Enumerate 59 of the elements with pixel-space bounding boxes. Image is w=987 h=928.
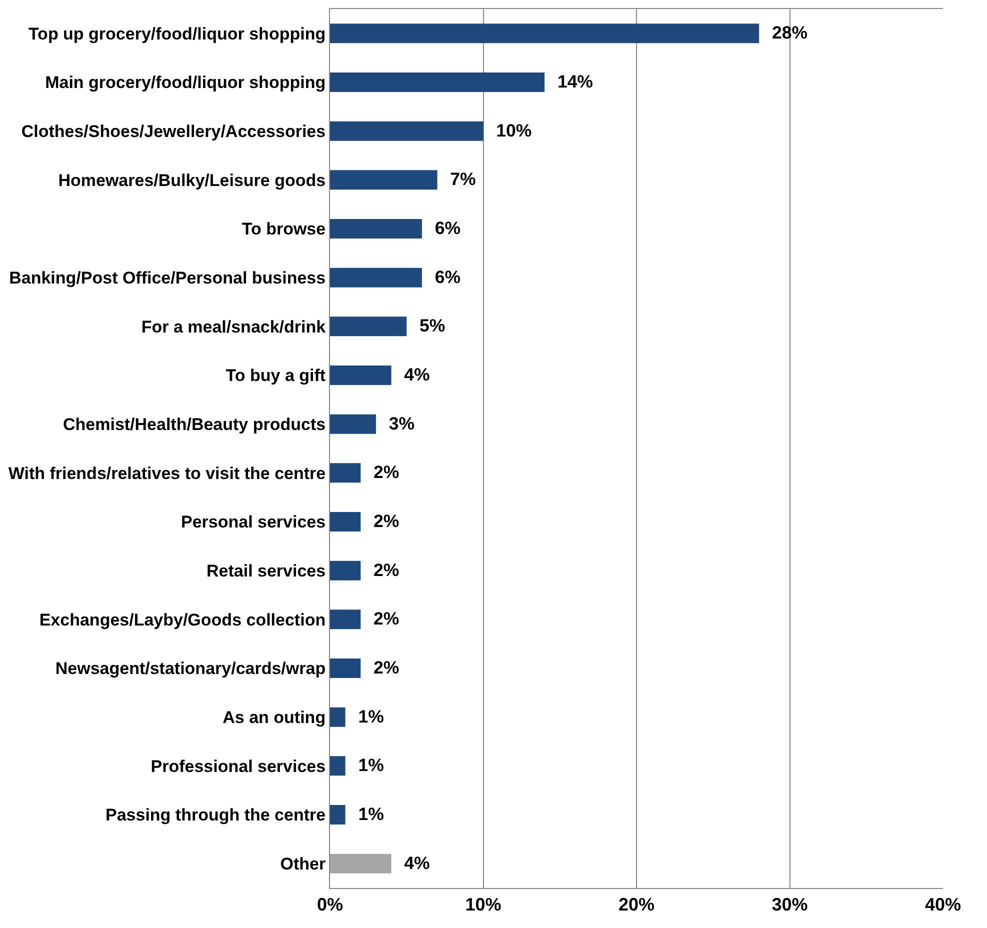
bar [330, 316, 407, 336]
x-tick-label: 0% [316, 894, 344, 915]
bar [330, 24, 760, 44]
data-label: 4% [394, 364, 430, 385]
data-label: 1% [348, 804, 384, 824]
y-tick-label: Exchanges/Layby/Goods collection [39, 610, 326, 630]
bar [330, 804, 346, 825]
y-tick-label: As an outing [222, 708, 326, 728]
bar [330, 610, 361, 630]
data-label: 1% [348, 755, 384, 776]
data-label: 4% [394, 852, 430, 873]
bar [330, 268, 422, 288]
data-label: 7% [440, 169, 476, 190]
data-label: 2% [364, 511, 400, 532]
bar [330, 72, 545, 92]
data-label: 2% [364, 608, 400, 629]
x-tick-label: 20% [618, 894, 655, 915]
y-tick-label: Passing through the centre [106, 806, 326, 825]
y-tick-label: Homewares/Bulky/Leisure goods [58, 170, 326, 190]
data-label: 2% [364, 462, 400, 482]
data-label: 3% [378, 413, 415, 434]
bar [330, 365, 392, 386]
y-tick-label: Main grocery/food/liquor shopping [45, 73, 326, 92]
x-tick-label: 30% [772, 894, 808, 915]
y-tick-label: To browse [242, 220, 326, 239]
data-label: 6% [424, 218, 461, 238]
data-label: 6% [424, 266, 461, 287]
y-tick-label: Newsagent/stationary/cards/wrap [55, 659, 326, 678]
y-tick-label: To buy a gift [226, 366, 326, 386]
bar [330, 121, 484, 141]
y-tick-label: Professional services [150, 756, 326, 776]
data-label: 5% [410, 316, 446, 336]
y-tick-label: Chemist/Health/Beauty products [62, 415, 326, 434]
bar [330, 512, 361, 532]
x-tick-label: 10% [465, 894, 502, 915]
y-tick-label: Banking/Post Office/Personal business [9, 268, 326, 288]
data-label: 1% [348, 706, 384, 726]
data-label: 14% [548, 72, 594, 92]
data-label: 10% [486, 120, 532, 140]
bar [330, 658, 361, 678]
bar [330, 854, 392, 874]
bar [330, 756, 346, 776]
bar [330, 170, 438, 190]
bar [330, 560, 361, 580]
y-tick-label: Top up grocery/food/liquor shopping [28, 24, 326, 44]
y-tick-label: Other [280, 854, 326, 874]
y-tick-label: For a meal/snack/drink [141, 317, 326, 336]
data-label: 28% [762, 22, 808, 43]
bar [330, 218, 422, 239]
data-label: 2% [364, 560, 400, 580]
y-tick-label: With friends/relatives to visit the centre [8, 464, 326, 483]
x-tick-label: 40% [924, 894, 962, 915]
y-tick-label: Retail services [206, 562, 326, 581]
bar [330, 463, 361, 483]
y-tick-label: Personal services [180, 512, 326, 532]
bar [330, 707, 346, 727]
bar [330, 414, 376, 434]
y-tick-label: Clothes/Shoes/Jewellery/Accessories [21, 122, 326, 142]
data-label: 2% [364, 658, 400, 678]
